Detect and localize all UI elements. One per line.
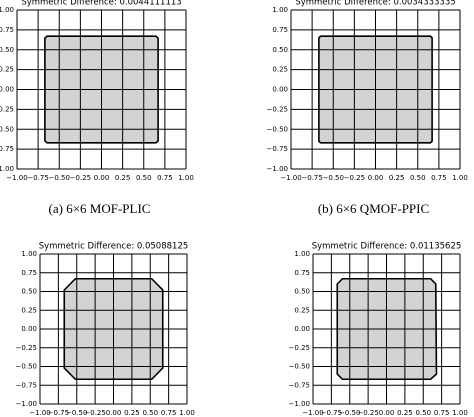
x-tick-label: 1.00 xyxy=(179,409,195,417)
x-tick-label: 0.00 xyxy=(106,409,122,417)
y-tick-label: −0.75 xyxy=(16,381,37,389)
x-tick-label: 0.25 xyxy=(397,409,413,417)
x-tick-label: 0.50 xyxy=(142,409,158,417)
y-tick-label: 0.50 xyxy=(272,46,288,54)
x-tick-label: −0.75 xyxy=(301,174,322,182)
y-tick-label: −0.25 xyxy=(0,105,14,113)
x-tick-label: −1.00 xyxy=(302,409,323,417)
x-tick-label: 0.50 xyxy=(415,409,431,417)
chart-title: Symmetric Difference: 0.0044111113 xyxy=(21,0,181,8)
y-tick-label: −1.00 xyxy=(0,165,14,173)
y-tick-label: −0.75 xyxy=(0,145,14,153)
y-tick-label: 0.00 xyxy=(272,86,288,94)
y-tick-label: −0.25 xyxy=(267,105,288,113)
y-tick-label: 0.00 xyxy=(294,325,310,333)
y-tick-label: −0.75 xyxy=(267,145,288,153)
x-tick-label: −1.00 xyxy=(280,174,301,182)
x-tick-label: −0.75 xyxy=(27,174,48,182)
x-tick-label: 0.25 xyxy=(124,409,140,417)
y-tick-label: −0.75 xyxy=(289,381,310,389)
x-tick-label: 0.25 xyxy=(389,174,405,182)
x-tick-label: 1.00 xyxy=(452,409,468,417)
y-tick-label: 0.25 xyxy=(0,66,14,74)
y-tick-label: 1.00 xyxy=(272,6,288,14)
x-tick-label: 0.00 xyxy=(368,174,384,182)
x-tick-label: 0.00 xyxy=(379,409,395,417)
y-tick-label: 0.75 xyxy=(21,269,37,277)
x-tick-label: 0.75 xyxy=(431,174,447,182)
x-tick-label: −0.50 xyxy=(323,174,344,182)
x-tick-label: 0.75 xyxy=(161,409,177,417)
x-tick-label: −0.25 xyxy=(344,174,365,182)
y-tick-label: 0.50 xyxy=(294,288,310,296)
y-tick-label: −1.00 xyxy=(16,400,37,408)
y-tick-label: −0.50 xyxy=(289,363,310,371)
y-tick-label: 0.50 xyxy=(0,46,14,54)
y-tick-label: 1.00 xyxy=(0,6,14,14)
y-tick-label: −0.50 xyxy=(16,363,37,371)
y-tick-label: −0.25 xyxy=(16,344,37,352)
x-tick-label: −0.25 xyxy=(357,409,378,417)
chart-title: Symmetric Difference: 0.0034333335 xyxy=(295,0,455,8)
y-tick-label: 1.00 xyxy=(21,250,37,258)
y-tick-label: 0.00 xyxy=(21,325,37,333)
x-tick-label: 0.75 xyxy=(157,174,173,182)
x-tick-label: −0.75 xyxy=(48,409,69,417)
x-tick-label: 0.75 xyxy=(434,409,450,417)
y-tick-label: 1.00 xyxy=(294,250,310,258)
y-tick-label: 0.25 xyxy=(294,306,310,314)
y-tick-label: 0.75 xyxy=(272,26,288,34)
x-tick-label: −1.00 xyxy=(29,409,50,417)
caption: (b) 6×6 QMOF-PPIC xyxy=(318,201,429,216)
y-tick-label: 0.25 xyxy=(21,306,37,314)
x-tick-label: 1.00 xyxy=(452,174,468,182)
x-tick-label: −0.25 xyxy=(70,174,91,182)
y-tick-label: −0.50 xyxy=(267,125,288,133)
y-tick-label: 0.75 xyxy=(294,269,310,277)
x-tick-label: 0.25 xyxy=(115,174,131,182)
x-tick-label: −0.25 xyxy=(84,409,105,417)
chart-title: Symmetric Difference: 0.05088125 xyxy=(39,242,189,252)
x-tick-label: 0.00 xyxy=(94,174,110,182)
x-tick-label: 0.50 xyxy=(410,174,426,182)
y-tick-label: 0.25 xyxy=(272,66,288,74)
y-tick-label: −0.25 xyxy=(289,344,310,352)
y-tick-label: −1.00 xyxy=(289,400,310,408)
x-tick-label: −0.50 xyxy=(66,409,87,417)
x-tick-label: −0.50 xyxy=(49,174,70,182)
x-tick-label: −0.50 xyxy=(339,409,360,417)
y-tick-label: −1.00 xyxy=(267,165,288,173)
x-tick-label: −0.75 xyxy=(321,409,342,417)
x-tick-label: 0.50 xyxy=(136,174,152,182)
x-tick-label: 1.00 xyxy=(178,174,194,182)
y-tick-label: 0.50 xyxy=(21,288,37,296)
caption: (a) 6×6 MOF-PLIC xyxy=(49,201,151,216)
y-tick-label: 0.75 xyxy=(0,26,14,34)
x-tick-label: −1.00 xyxy=(6,174,27,182)
chart-title: Symmetric Difference: 0.01135625 xyxy=(312,242,462,252)
y-tick-label: 0.00 xyxy=(0,86,14,94)
y-tick-label: −0.50 xyxy=(0,125,14,133)
